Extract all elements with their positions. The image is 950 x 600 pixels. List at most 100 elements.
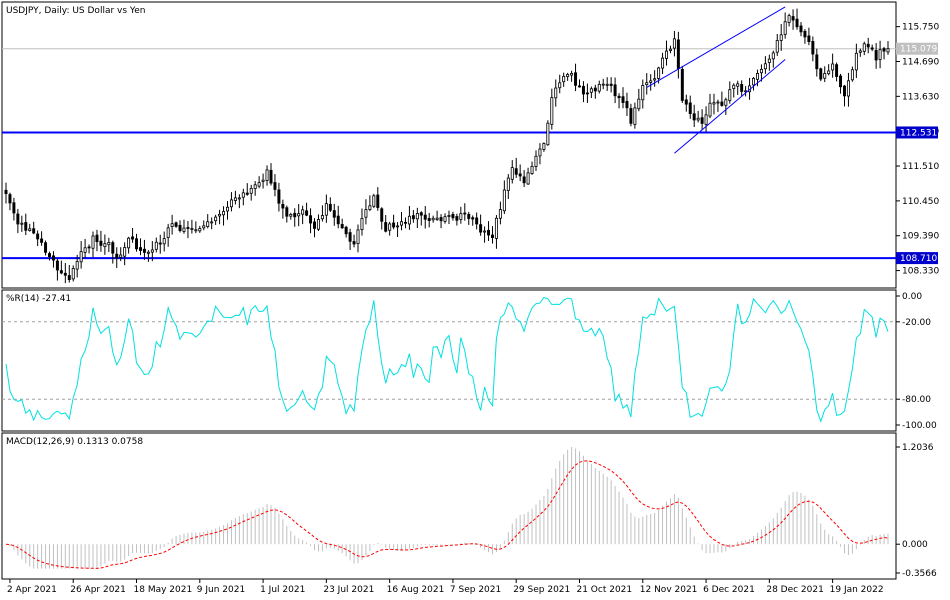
candle-body — [736, 83, 740, 87]
candle-body — [226, 206, 229, 212]
candle — [661, 52, 665, 74]
candle-body — [874, 49, 878, 61]
candle — [32, 221, 36, 235]
date-tick-label: 23 Jul 2021 — [323, 585, 374, 595]
candle — [684, 94, 688, 112]
candle — [688, 95, 692, 119]
date-tick-label: 19 Jan 2022 — [830, 585, 884, 595]
candle-body — [819, 68, 823, 80]
candle-body — [518, 173, 522, 177]
candle-body — [135, 238, 139, 250]
candle — [71, 265, 75, 282]
candle — [297, 204, 301, 227]
candle-body — [483, 230, 487, 233]
candle — [186, 220, 190, 239]
candle — [787, 13, 791, 27]
candle — [846, 72, 850, 107]
wpr-panel[interactable]: %R(14) -27.41 — [1, 289, 897, 432]
main-plot-area[interactable] — [2, 6, 896, 284]
candle-body — [514, 168, 518, 175]
candle — [411, 210, 415, 223]
candle-body — [36, 233, 40, 240]
candle-body — [625, 100, 629, 109]
candle-body — [233, 197, 237, 201]
candle-body — [75, 261, 79, 270]
candle-body — [392, 222, 396, 228]
candle-body — [44, 242, 48, 253]
candle-body — [380, 208, 384, 222]
wpr-plot-area[interactable] — [2, 296, 896, 423]
candle — [51, 251, 55, 268]
candle — [597, 80, 601, 94]
level-price-tag-label: 108.710 — [900, 254, 937, 264]
candle-body — [245, 192, 249, 195]
candle-body — [103, 243, 107, 248]
candle — [483, 226, 487, 243]
candle-body — [665, 50, 668, 59]
candle — [67, 264, 71, 283]
candle — [815, 48, 819, 77]
candle-body — [344, 226, 348, 235]
candle-body — [605, 83, 609, 86]
candle-body — [419, 212, 423, 216]
candle-body — [376, 194, 380, 208]
candle — [36, 230, 40, 247]
candle-body — [324, 203, 328, 216]
price-axis[interactable]: 115.750114.690113.630112.570111.510110.4… — [896, 23, 939, 277]
candle — [574, 63, 578, 92]
candle-body — [269, 169, 273, 184]
candle-body — [506, 177, 510, 191]
candle-body — [415, 213, 419, 220]
date-tick-label: 6 Dec 2021 — [703, 585, 755, 595]
candle-body — [123, 247, 127, 257]
candle-body — [297, 213, 301, 217]
candle — [518, 164, 522, 182]
candle-body — [585, 92, 589, 95]
current-price-tag-label: 115.079 — [900, 45, 937, 55]
candle — [870, 44, 874, 52]
candle — [672, 30, 676, 57]
candle — [566, 72, 570, 81]
macd-tick-label: 1.2036 — [902, 443, 934, 453]
candle — [514, 157, 518, 178]
candle-body — [162, 238, 166, 245]
candle — [415, 207, 419, 229]
date-tick-label: 1 Jul 2021 — [260, 585, 305, 595]
candle — [700, 109, 704, 131]
candle — [16, 208, 20, 234]
candle — [48, 251, 51, 261]
candle-body — [210, 221, 214, 224]
candle — [115, 247, 119, 269]
candle — [198, 225, 202, 233]
candle — [269, 163, 273, 186]
candle-body — [285, 207, 289, 217]
macd-panel[interactable]: MACD(12,26,9) 0.1313 0.0758 — [1, 432, 897, 580]
candle — [791, 9, 795, 30]
candle — [229, 192, 233, 212]
candle — [364, 199, 368, 225]
candle — [601, 78, 605, 90]
trend-channel-line[interactable] — [674, 59, 786, 154]
candle-body — [87, 246, 91, 249]
candle-body — [178, 224, 182, 231]
candle-body — [83, 247, 87, 253]
candle-body — [728, 89, 732, 101]
main-price-panel[interactable]: USDJPY, Daily: US Dollar vs Yen — [1, 1, 897, 289]
macd-plot-area[interactable] — [5, 447, 889, 569]
candle — [716, 99, 720, 112]
candle-body — [526, 172, 530, 185]
candle-body — [613, 84, 617, 97]
candle — [534, 150, 538, 171]
trend-channel-line[interactable] — [646, 6, 786, 88]
candle — [621, 87, 625, 109]
candle — [360, 208, 364, 236]
candle-body — [708, 102, 712, 117]
main-panel-frame — [1, 1, 897, 289]
candle-body — [759, 68, 763, 74]
candle — [589, 86, 593, 99]
candle-body — [629, 108, 633, 124]
candle — [649, 74, 653, 91]
candle-body — [435, 217, 439, 220]
candle — [237, 194, 241, 209]
